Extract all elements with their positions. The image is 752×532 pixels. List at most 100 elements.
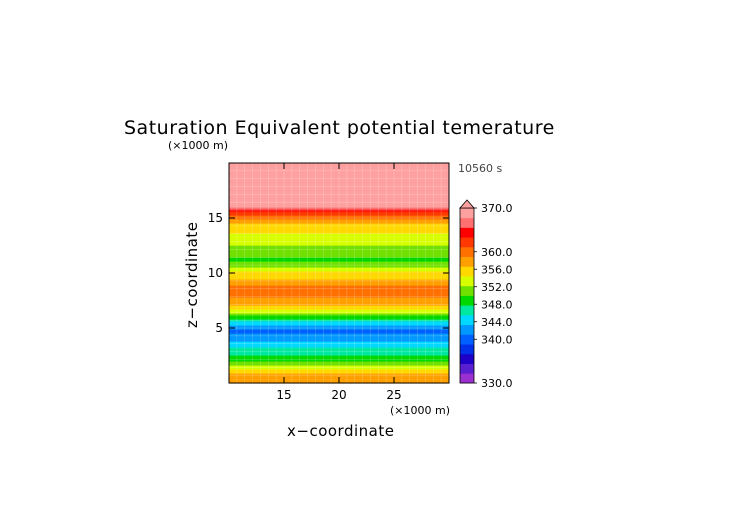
y-axis-label: z−coordinate <box>183 222 201 328</box>
field-band <box>229 263 449 266</box>
field-band <box>229 337 449 340</box>
field-band <box>229 209 449 212</box>
field-band <box>229 315 449 318</box>
field-band <box>229 357 449 360</box>
field-band <box>229 245 449 248</box>
field-band <box>229 177 449 180</box>
colorbar-swatch <box>460 217 474 228</box>
field-band <box>229 221 449 224</box>
field-band <box>229 189 449 192</box>
field-band <box>229 277 449 280</box>
field-band <box>229 241 449 244</box>
colorbar-label: 370.0 <box>481 202 513 215</box>
field-band <box>229 311 449 314</box>
x-axis-ticks: 15 20 25 <box>276 163 402 402</box>
field-band <box>229 373 449 376</box>
field-band <box>229 183 449 186</box>
colorbar-swatch <box>460 208 474 219</box>
field-band <box>229 355 449 358</box>
colorbar-label: 330.0 <box>481 377 513 390</box>
colorbar-swatch <box>460 285 474 296</box>
field-band <box>229 207 449 210</box>
colorbar-swatch <box>460 363 474 374</box>
field-band <box>229 173 449 176</box>
colorbar-swatch <box>460 246 474 258</box>
field-band <box>229 299 449 302</box>
field-band <box>229 351 449 354</box>
field-band <box>229 197 449 200</box>
field-band <box>229 179 449 182</box>
field-band <box>229 267 449 270</box>
field-band <box>229 193 449 196</box>
field-band <box>229 359 449 362</box>
field-band <box>229 307 449 310</box>
colorbar-label: 340.0 <box>481 333 513 346</box>
x-unit-label: (×1000 m) <box>390 404 450 417</box>
field-band <box>229 271 449 274</box>
field-band <box>229 323 449 326</box>
field-band <box>229 345 449 348</box>
field-band <box>229 329 449 332</box>
field-band <box>229 369 449 372</box>
field-band <box>229 319 449 322</box>
colorbar: 370.0 360.0 356.0 352.0 348.0 344.0 340.0 330.0 <box>459 199 513 390</box>
colorbar-label: 344.0 <box>481 316 513 329</box>
colorbar-swatch <box>460 237 474 248</box>
field-band <box>229 335 449 338</box>
x-tick-label: 25 <box>386 388 401 402</box>
field-band <box>229 317 449 320</box>
y-tick-label: 15 <box>208 211 223 225</box>
field-band <box>229 305 449 308</box>
field-band <box>229 279 449 282</box>
field-band <box>229 239 449 242</box>
time-label: 10560 s <box>458 162 502 175</box>
field-band <box>229 341 449 344</box>
colorbar-swatch <box>460 324 474 335</box>
field-band <box>229 233 449 236</box>
colorbar-swatch <box>460 227 474 238</box>
field-band <box>229 223 449 226</box>
field-band <box>229 243 449 246</box>
colorbar-swatch <box>460 344 474 355</box>
field-band <box>229 371 449 374</box>
field-band <box>229 331 449 334</box>
field-band <box>229 199 449 202</box>
plot-area <box>228 162 450 384</box>
grid-lines <box>229 163 449 383</box>
field-band <box>229 339 449 342</box>
field-band <box>229 215 449 218</box>
field-band <box>229 361 449 364</box>
field-band <box>229 349 449 352</box>
field-band <box>229 169 449 172</box>
field-band <box>229 253 449 256</box>
field-band <box>229 231 449 234</box>
field-band <box>229 211 449 214</box>
field-band <box>229 195 449 198</box>
theta-e-field <box>229 163 449 384</box>
field-band <box>229 283 449 286</box>
field-band <box>229 217 449 220</box>
field-band <box>229 347 449 350</box>
colorbar-swatch <box>460 305 474 316</box>
field-band <box>229 281 449 284</box>
field-band <box>229 301 449 304</box>
field-band <box>229 213 449 216</box>
field-band <box>229 171 449 174</box>
field-band <box>229 181 449 184</box>
field-band <box>229 237 449 240</box>
colorbar-swatch <box>460 373 474 384</box>
colorbar-swatch <box>460 256 474 267</box>
field-band <box>229 309 449 312</box>
field-band <box>229 285 449 288</box>
field-band <box>229 321 449 324</box>
field-band <box>229 353 449 356</box>
field-band <box>229 257 449 260</box>
field-band <box>229 175 449 178</box>
field-band <box>229 291 449 294</box>
field-band <box>229 295 449 298</box>
field-band <box>229 187 449 190</box>
field-band <box>229 375 449 378</box>
colorbar-label: 352.0 <box>481 281 513 294</box>
colorbar-swatch <box>460 276 474 287</box>
